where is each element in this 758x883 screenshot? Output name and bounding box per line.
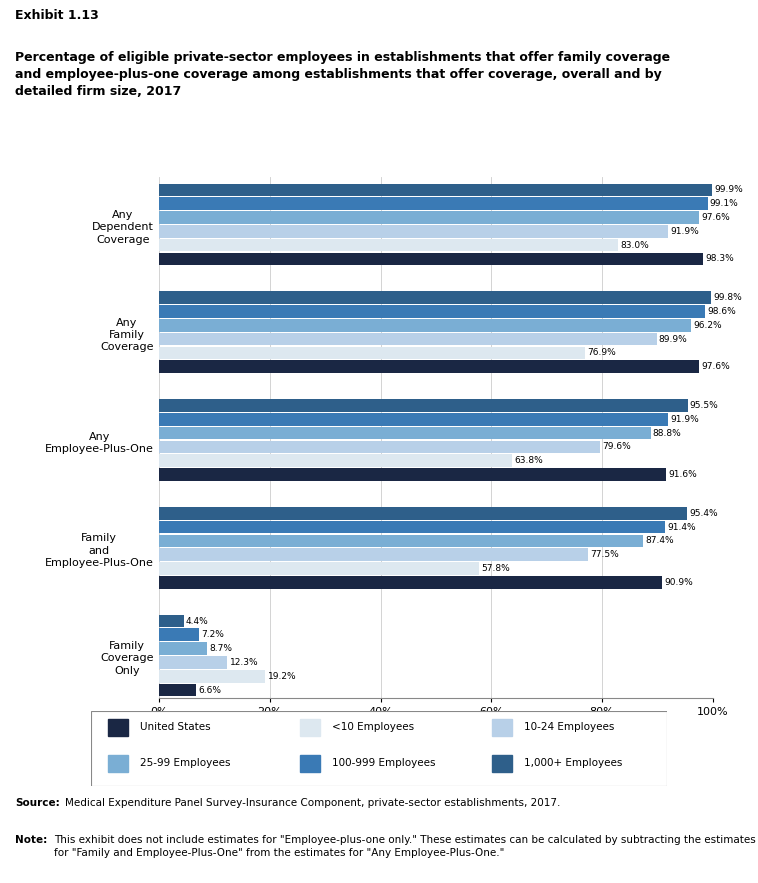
Text: United States: United States [140,722,211,732]
Text: 8.7%: 8.7% [209,645,233,653]
Text: 95.4%: 95.4% [689,509,718,517]
Bar [300,755,321,772]
Bar [159,197,707,210]
Text: Note:: Note: [15,834,48,845]
Bar [159,399,688,411]
Text: 7.2%: 7.2% [201,630,224,639]
Text: 98.6%: 98.6% [707,307,736,316]
Text: 91.9%: 91.9% [670,415,699,424]
Text: 95.5%: 95.5% [690,401,719,410]
Bar [159,615,183,627]
Text: 25-99 Employees: 25-99 Employees [140,758,230,768]
Bar [159,184,712,196]
Text: 4.4%: 4.4% [186,616,208,625]
Text: Medical Expenditure Panel Survey-Insurance Component, private-sector establishme: Medical Expenditure Panel Survey-Insuran… [64,797,560,808]
Text: 87.4%: 87.4% [645,536,674,546]
Text: 19.2%: 19.2% [268,672,296,681]
Text: 91.9%: 91.9% [670,227,699,236]
Bar [159,238,619,252]
Text: 97.6%: 97.6% [701,362,730,371]
Text: 76.9%: 76.9% [587,349,615,358]
Bar [108,755,128,772]
Text: 79.6%: 79.6% [602,442,631,451]
Text: <10 Employees: <10 Employees [332,722,414,732]
Text: 83.0%: 83.0% [621,241,650,250]
Bar [159,642,208,655]
Bar [159,455,512,467]
Bar [159,253,703,265]
Text: 96.2%: 96.2% [694,321,722,329]
Text: 97.6%: 97.6% [701,213,730,222]
Bar [159,507,687,519]
Bar [159,670,265,683]
Bar [159,683,196,697]
Bar [159,413,668,426]
Bar [300,719,321,736]
Bar [159,291,712,304]
Text: 10-24 Employees: 10-24 Employees [524,722,614,732]
Bar [492,719,512,736]
Bar [159,319,691,332]
Bar [159,576,662,589]
Bar [159,656,227,668]
Text: 100-999 Employees: 100-999 Employees [332,758,435,768]
Text: 89.9%: 89.9% [659,335,688,343]
Text: 88.8%: 88.8% [653,428,681,438]
Bar [159,521,665,533]
Text: 99.8%: 99.8% [713,293,742,302]
Bar [159,562,479,575]
Bar [159,333,656,345]
Text: This exhibit does not include estimates for "Employee-plus-one only." These esti: This exhibit does not include estimates … [54,834,756,858]
Text: 12.3%: 12.3% [230,658,258,667]
Text: 98.3%: 98.3% [706,254,734,263]
Bar [159,211,699,224]
Text: 63.8%: 63.8% [515,457,543,465]
Bar [159,360,699,374]
Text: 57.8%: 57.8% [481,564,510,573]
Bar [492,755,512,772]
Text: 6.6%: 6.6% [198,685,221,695]
Text: 1,000+ Employees: 1,000+ Employees [524,758,622,768]
Text: 90.9%: 90.9% [664,577,693,587]
Bar [159,534,643,547]
Text: Exhibit 1.13: Exhibit 1.13 [15,9,99,22]
Bar [159,426,650,440]
Text: 91.6%: 91.6% [669,470,697,479]
Bar [159,629,199,641]
Bar [159,346,584,359]
Text: 91.4%: 91.4% [667,523,696,532]
Bar [159,306,705,318]
Bar [159,548,588,561]
Bar [159,441,600,453]
FancyBboxPatch shape [91,711,667,786]
Text: Source:: Source: [15,797,60,808]
Text: Percentage of eligible private-sector employees in establishments that offer fam: Percentage of eligible private-sector em… [15,51,670,98]
Bar [108,719,128,736]
Bar [159,468,666,481]
Text: 77.5%: 77.5% [590,550,619,559]
Text: 99.1%: 99.1% [709,200,738,208]
Bar [159,225,668,238]
Text: 99.9%: 99.9% [714,185,743,194]
